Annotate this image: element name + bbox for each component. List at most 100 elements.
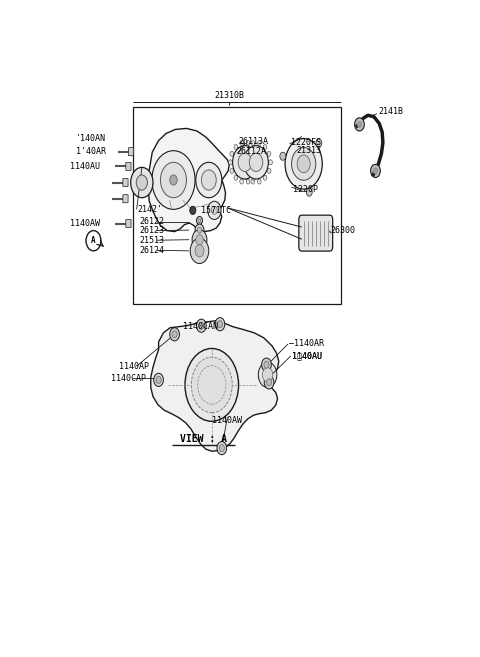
Circle shape <box>198 219 201 223</box>
Circle shape <box>263 368 273 382</box>
FancyBboxPatch shape <box>126 219 131 227</box>
Circle shape <box>264 376 274 389</box>
Circle shape <box>185 348 239 421</box>
Circle shape <box>269 160 273 165</box>
Circle shape <box>195 245 204 257</box>
Text: 1220P: 1220P <box>292 185 317 194</box>
Text: 21313: 21313 <box>296 146 321 155</box>
Text: 1140AU: 1140AU <box>71 162 100 171</box>
Circle shape <box>264 361 269 368</box>
Circle shape <box>252 145 256 149</box>
Circle shape <box>170 328 180 341</box>
Circle shape <box>211 206 217 214</box>
Circle shape <box>258 362 277 388</box>
Circle shape <box>244 146 268 179</box>
Circle shape <box>197 227 202 233</box>
Circle shape <box>234 175 238 180</box>
FancyBboxPatch shape <box>129 148 133 156</box>
Circle shape <box>230 168 234 173</box>
Circle shape <box>240 160 243 165</box>
Circle shape <box>228 160 232 165</box>
Text: 26124: 26124 <box>139 246 164 255</box>
Circle shape <box>172 330 177 338</box>
Circle shape <box>263 145 267 149</box>
Circle shape <box>190 238 209 263</box>
Circle shape <box>267 168 271 173</box>
Polygon shape <box>151 321 279 451</box>
Polygon shape <box>148 128 229 232</box>
FancyBboxPatch shape <box>299 215 333 251</box>
Text: 26113A: 26113A <box>239 137 269 146</box>
Circle shape <box>262 358 271 371</box>
Text: 26122: 26122 <box>139 217 164 226</box>
Circle shape <box>131 168 153 198</box>
Circle shape <box>280 152 286 160</box>
Text: 26123: 26123 <box>139 226 164 235</box>
Circle shape <box>196 216 203 225</box>
Circle shape <box>251 141 255 146</box>
Text: 1140AU: 1140AU <box>292 351 322 361</box>
Circle shape <box>371 164 380 177</box>
Circle shape <box>215 317 225 330</box>
Text: 1571TC: 1571TC <box>201 206 230 215</box>
Circle shape <box>291 147 316 180</box>
Circle shape <box>306 188 312 196</box>
Circle shape <box>285 139 322 189</box>
Text: 1140CAP: 1140CAP <box>111 374 146 383</box>
Text: 26300: 26300 <box>331 226 356 235</box>
Circle shape <box>240 141 243 146</box>
Text: 1140AW: 1140AW <box>212 416 242 425</box>
Text: 26112A: 26112A <box>236 147 266 156</box>
Circle shape <box>240 179 243 184</box>
Circle shape <box>192 229 207 250</box>
Text: 1140CAN: 1140CAN <box>183 322 218 331</box>
Circle shape <box>238 153 252 171</box>
Circle shape <box>154 373 163 386</box>
Circle shape <box>136 175 147 190</box>
Circle shape <box>196 235 203 245</box>
Circle shape <box>208 201 221 219</box>
Text: A: A <box>91 237 96 245</box>
Circle shape <box>267 151 271 156</box>
Circle shape <box>355 118 364 131</box>
Text: 1'40AR: 1'40AR <box>76 147 106 156</box>
Text: VIEW : A: VIEW : A <box>180 434 227 443</box>
FancyBboxPatch shape <box>126 162 131 170</box>
Circle shape <box>245 145 249 149</box>
Text: 1⁄40AU: 1⁄40AU <box>292 351 322 361</box>
Circle shape <box>256 168 260 173</box>
Circle shape <box>234 145 238 149</box>
Circle shape <box>297 155 310 173</box>
Text: 1140AP: 1140AP <box>119 362 149 371</box>
Circle shape <box>192 357 232 413</box>
Circle shape <box>245 175 249 180</box>
FancyBboxPatch shape <box>123 179 128 187</box>
Text: 1140AW: 1140AW <box>71 219 100 228</box>
Circle shape <box>246 179 250 184</box>
Circle shape <box>251 179 255 184</box>
Circle shape <box>233 146 257 179</box>
Circle shape <box>316 139 322 147</box>
Circle shape <box>263 175 267 180</box>
Circle shape <box>86 231 101 251</box>
Bar <box>132 106 341 304</box>
Circle shape <box>195 224 204 236</box>
Circle shape <box>257 141 261 146</box>
Circle shape <box>196 162 222 198</box>
Circle shape <box>373 168 378 174</box>
Circle shape <box>258 160 261 165</box>
Text: 21513: 21513 <box>139 236 164 244</box>
Circle shape <box>249 153 263 171</box>
Text: 2141B: 2141B <box>378 107 403 116</box>
Circle shape <box>257 179 261 184</box>
Circle shape <box>202 170 216 190</box>
Circle shape <box>241 168 245 173</box>
Circle shape <box>241 151 245 156</box>
FancyBboxPatch shape <box>123 194 128 203</box>
Circle shape <box>357 122 362 127</box>
Text: —1140AR: —1140AR <box>289 340 324 348</box>
Circle shape <box>190 206 196 214</box>
Circle shape <box>196 319 206 332</box>
Circle shape <box>160 162 186 198</box>
Circle shape <box>170 175 177 185</box>
